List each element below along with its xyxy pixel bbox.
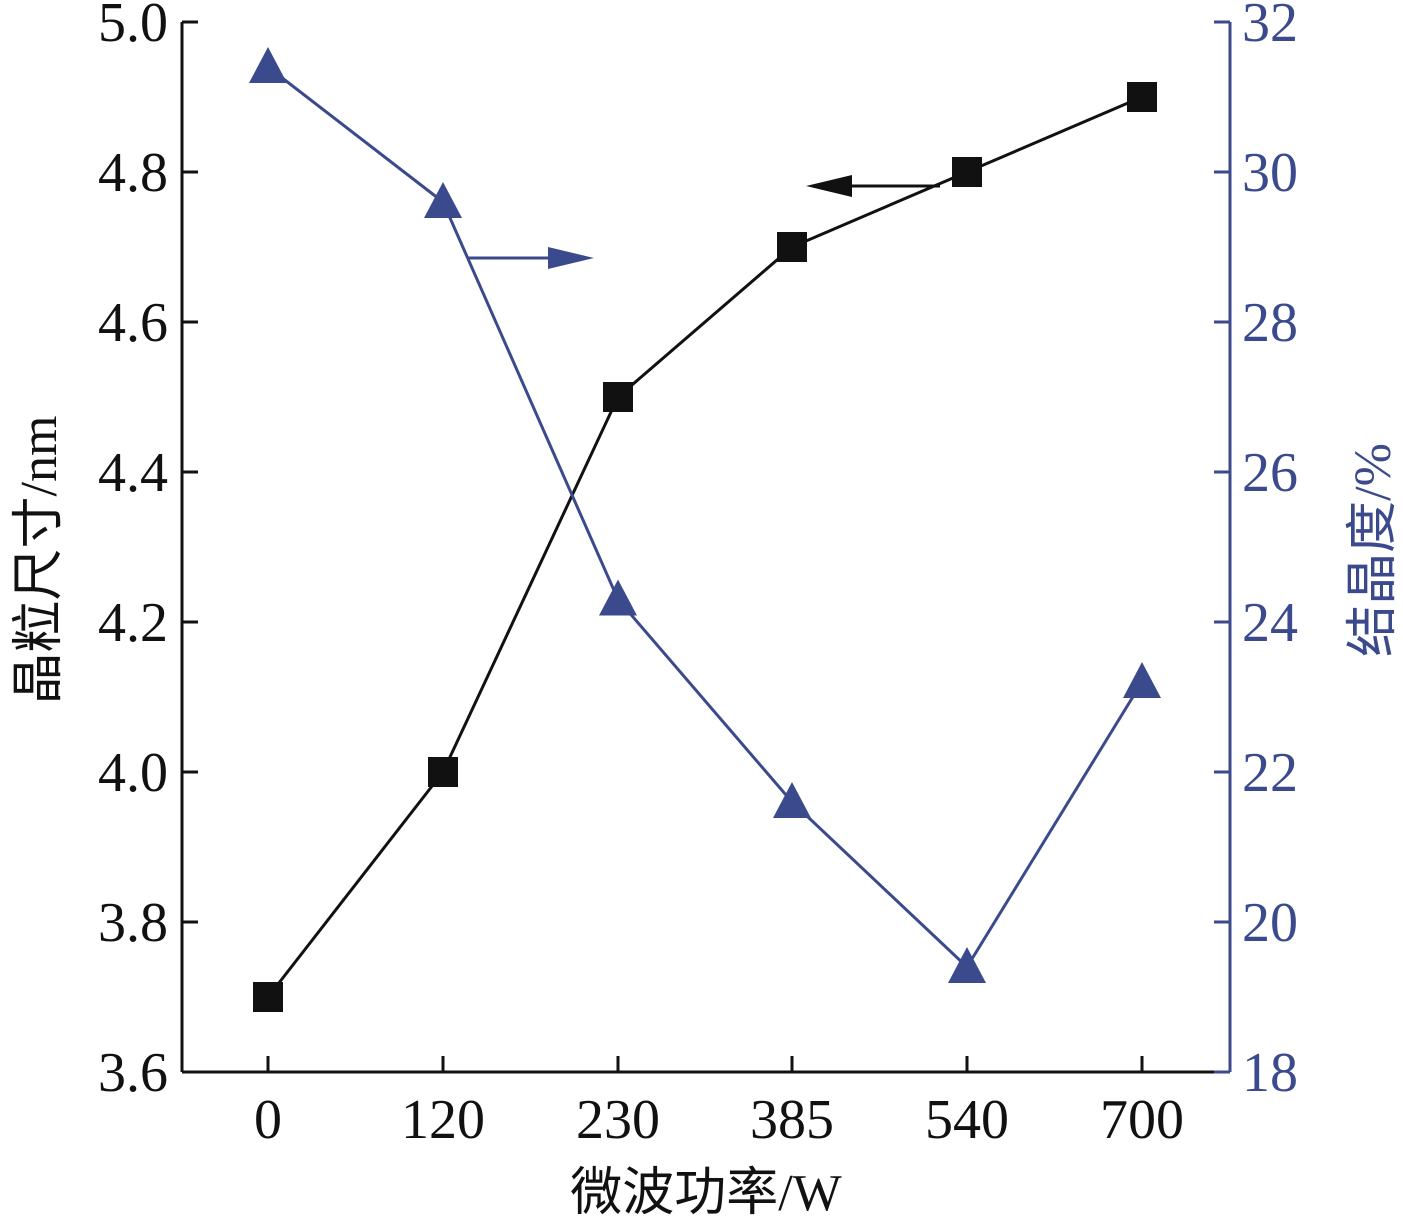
x-tick-label: 385: [750, 1089, 834, 1151]
x-tick-label: 120: [401, 1089, 485, 1151]
series-1-point: [253, 982, 283, 1012]
left-y-tick-label: 5.0: [98, 0, 168, 54]
annotation-arrows: [468, 175, 940, 269]
left-y-tick-label: 4.2: [98, 592, 168, 654]
axes: [180, 22, 1232, 1074]
series-2-point: [1123, 662, 1161, 698]
left-y-tick-label: 4.8: [98, 142, 168, 204]
series-1-point: [1127, 82, 1157, 112]
series-2-point: [773, 782, 811, 818]
left-y-tick-label: 4.4: [98, 442, 168, 504]
right-y-tick-label: 22: [1242, 742, 1298, 804]
x-tick-label: 540: [925, 1089, 1009, 1151]
right-y-tick-label: 32: [1242, 0, 1298, 54]
tick-marks: [182, 20, 1230, 1074]
series-2-line: [267, 65, 1144, 970]
series-1-line: [266, 95, 1143, 998]
right-y-tick-label: 20: [1242, 892, 1298, 954]
x-tick-label: 0: [254, 1089, 282, 1151]
series-2-point: [424, 182, 462, 218]
x-axis-title: 微波功率/W: [570, 1165, 842, 1222]
series-1-point: [428, 757, 458, 787]
right-y-tick-label: 26: [1242, 442, 1298, 504]
left-y-tick-label: 3.6: [98, 1042, 168, 1104]
right-y-tick-label: 18: [1242, 1042, 1298, 1104]
left-y-tick-label: 3.8: [98, 892, 168, 954]
series-markers: [249, 47, 1161, 1012]
tick-labels: 3.6 3.8 4.0 4.2 4.4 4.6 4.8 5.0 18 20 22 24 26 28 30 32…: [98, 0, 1298, 1151]
right-y-tick-label: 24: [1242, 592, 1298, 654]
left-y-axis-title: 晶粒尺寸/nm: [11, 416, 68, 705]
right-y-tick-label: 28: [1242, 292, 1298, 354]
arrow-to-left-axis-head: [806, 175, 852, 197]
right-y-tick-label: 30: [1242, 142, 1298, 204]
left-y-tick-label: 4.6: [98, 292, 168, 354]
left-y-tick-label: 4.0: [98, 742, 168, 804]
series-1-point: [777, 232, 807, 262]
series-1-point: [603, 382, 633, 412]
x-tick-label: 700: [1100, 1089, 1184, 1151]
x-tick-label: 230: [576, 1089, 660, 1151]
right-y-axis-title: 结晶度/%: [1345, 443, 1402, 657]
series-2-point: [249, 47, 287, 83]
series-lines: [266, 65, 1144, 998]
series-2-point: [599, 579, 637, 616]
series-1-point: [952, 157, 982, 187]
arrow-to-right-axis-head: [548, 247, 594, 269]
series-2-point: [948, 947, 986, 983]
